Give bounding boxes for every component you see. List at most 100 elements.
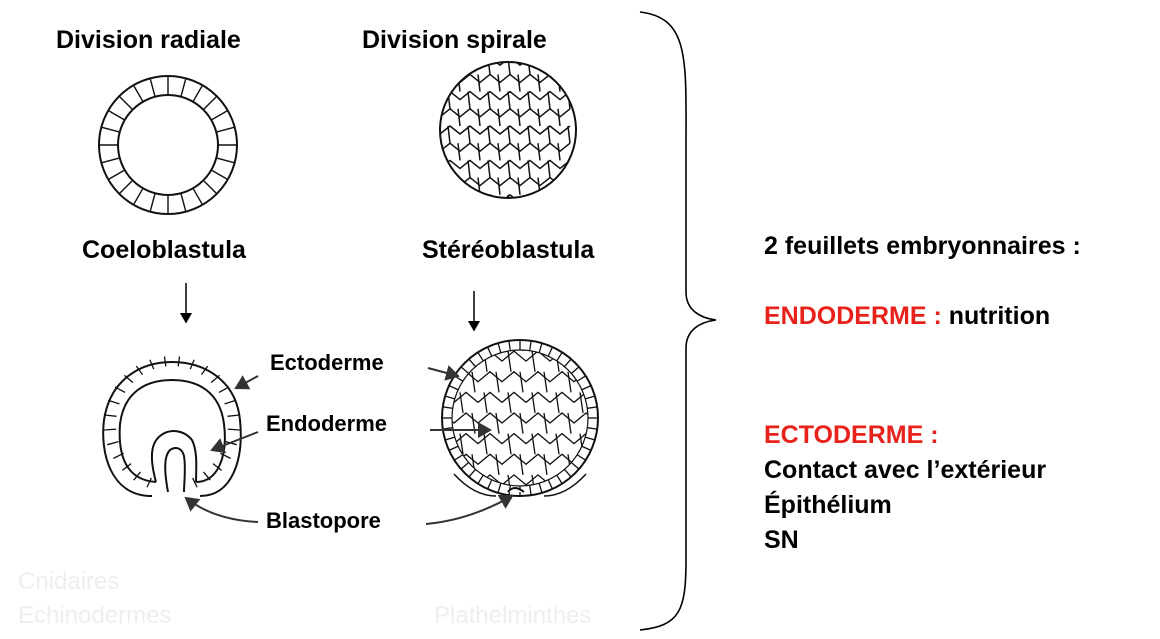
cell-wall <box>477 474 484 484</box>
cell-wall <box>468 358 476 368</box>
cell-wall <box>104 414 117 417</box>
faint-group-a-2: Echinodermes <box>18 602 172 629</box>
cell-wall <box>547 91 551 109</box>
cell-wall <box>180 78 187 97</box>
movement-arrow-right <box>543 473 587 497</box>
cell-wall <box>483 350 488 372</box>
cell-wall <box>543 412 548 434</box>
cell-wall <box>132 187 144 206</box>
cell-wall <box>556 352 563 362</box>
cell-wall <box>460 462 470 470</box>
cell-wall <box>459 392 464 414</box>
cell-wall <box>592 496 595 517</box>
cell-wall <box>564 468 572 478</box>
cell-wall <box>570 366 580 374</box>
cell-wall <box>444 436 455 441</box>
cell-wall <box>163 356 167 367</box>
cell-row <box>442 330 598 340</box>
cell-wall <box>424 454 427 475</box>
cell-wall <box>495 371 500 393</box>
inner-wall <box>117 94 219 196</box>
cell-wall <box>440 143 441 161</box>
coeloblastula-drawing <box>98 75 238 215</box>
cell-wall <box>588 57 590 74</box>
cell-wall <box>132 84 144 103</box>
cell-wall <box>543 350 548 352</box>
cell-wall <box>107 169 126 181</box>
cell-wall <box>218 386 230 394</box>
cell-wall <box>497 483 502 494</box>
cell-wall <box>496 496 499 517</box>
cell-wall <box>587 406 598 409</box>
cell-wall <box>424 330 427 351</box>
endoderm-role: nutrition <box>948 302 1051 330</box>
cell-wall <box>579 392 584 414</box>
cell-row <box>440 73 571 84</box>
cell-wall <box>448 445 459 451</box>
cell-wall <box>520 496 523 517</box>
cell-wall <box>628 475 631 496</box>
cell-wall <box>133 471 141 481</box>
cell-wall <box>531 350 536 372</box>
cell-wall <box>557 108 561 127</box>
cell-wall <box>189 359 195 370</box>
cell-wall <box>212 463 223 471</box>
stereoblastula-drawing <box>428 57 590 199</box>
cell-wall <box>538 342 543 353</box>
cell-wall <box>529 485 532 496</box>
cell-wall <box>436 351 439 372</box>
label-coeloblastula: Coeloblastula <box>82 236 246 264</box>
cell-wall <box>592 454 595 475</box>
cell-wall <box>202 95 218 111</box>
cell-wall <box>440 74 441 92</box>
cell-wall <box>567 125 571 144</box>
pointer-ectoderme-left <box>234 375 259 390</box>
cell-wall <box>588 126 590 143</box>
cell-wall <box>578 178 580 195</box>
pointer-blastopore-left <box>184 496 259 523</box>
cell-wall <box>564 358 572 368</box>
cell-wall <box>578 109 580 126</box>
cell-wall <box>507 125 511 144</box>
label-ectoderme: Ectoderme <box>270 350 384 375</box>
ectoderm-line-2: Épithélium <box>764 491 892 519</box>
cell-wall <box>508 340 511 351</box>
cell-wall <box>537 108 541 127</box>
cell-wall <box>604 475 607 496</box>
archenteron-outer <box>150 430 198 483</box>
cell-wall <box>442 406 453 409</box>
cell-wall <box>442 427 453 430</box>
cell-row <box>452 474 588 486</box>
cell-wall <box>113 452 124 459</box>
movement-arrow-left <box>453 473 497 497</box>
cell-wall <box>537 177 541 195</box>
cell-wall <box>495 350 500 352</box>
cell-wall <box>118 95 134 111</box>
cell-row <box>452 391 588 404</box>
cell-wall <box>428 92 430 109</box>
cell-wall <box>114 386 126 394</box>
cell-wall <box>483 392 488 414</box>
cell-row <box>440 142 571 153</box>
cell-wall <box>588 92 590 109</box>
cell-wall <box>216 157 235 164</box>
title-germ-layers: 2 feuillets embryonnaires : <box>764 232 1081 260</box>
cell-wall <box>477 352 484 362</box>
radial-gastrula-drawing <box>102 356 242 497</box>
cell-wall <box>107 441 119 446</box>
cell-wall <box>517 177 521 195</box>
cell-wall <box>101 157 120 164</box>
cell-wall <box>616 496 619 517</box>
cell-wall <box>107 109 126 121</box>
cell-wall <box>527 194 531 198</box>
cell-wall <box>149 78 156 97</box>
cell-wall <box>507 91 511 109</box>
cell-wall <box>495 412 500 434</box>
cell-wall <box>224 399 236 405</box>
cell-wall <box>135 365 144 376</box>
cell-wall <box>447 194 451 198</box>
cell-wall <box>567 454 572 476</box>
cell-wall <box>497 108 501 127</box>
cell-wall <box>104 428 117 431</box>
